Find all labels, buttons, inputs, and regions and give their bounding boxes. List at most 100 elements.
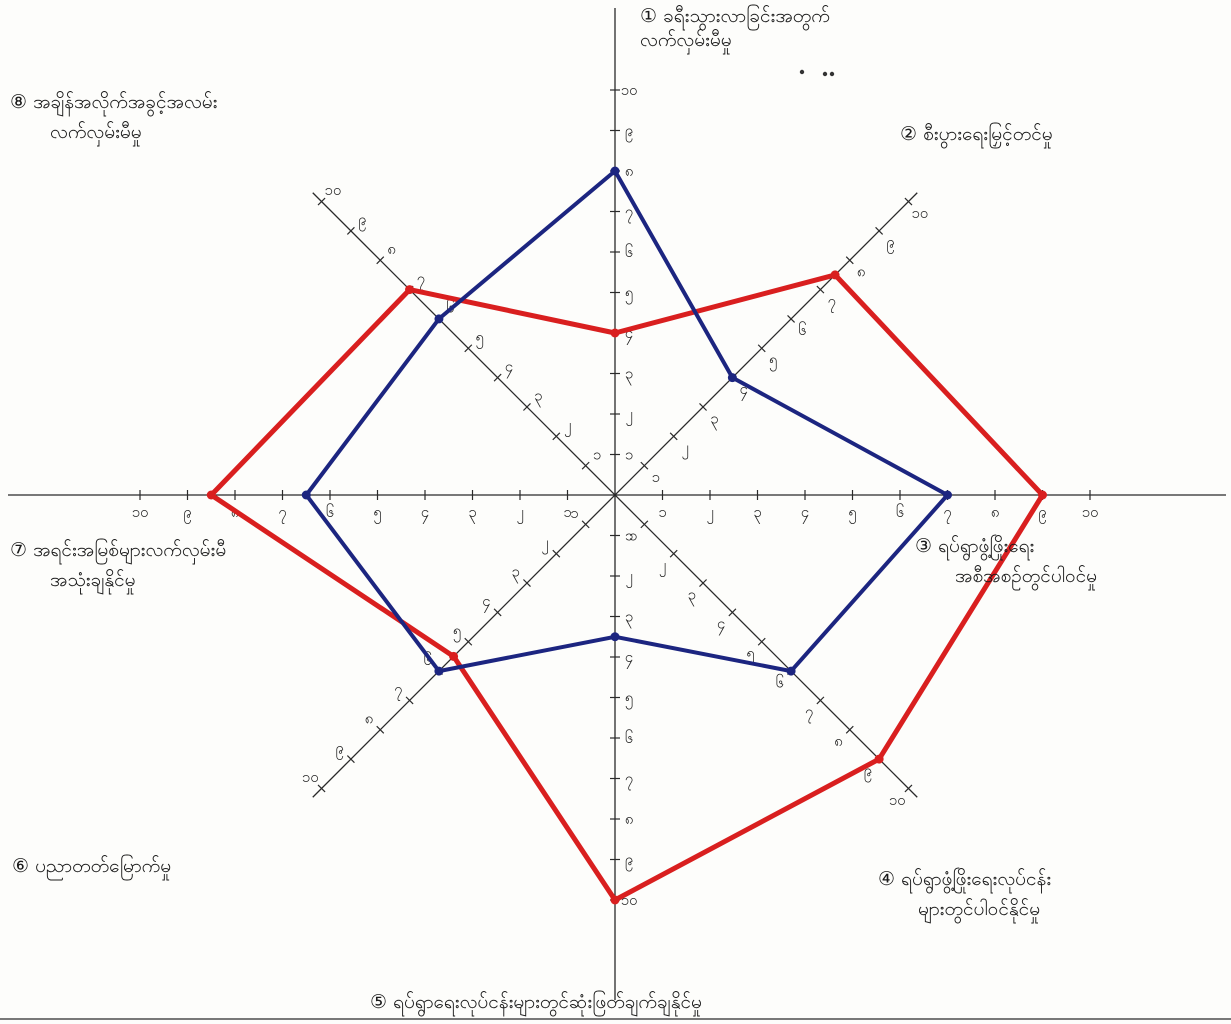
- tick-label: ၈: [857, 263, 866, 281]
- axis-label-line: များတွင်ပါဝင်နိုင်မှု: [918, 897, 1040, 924]
- axis-label-axis-bottom: ⑤ ရပ်ရွာရေးလုပ်ငန်းများတွင်ဆုံးဖြတ်ချက်ခ…: [370, 989, 702, 1017]
- tick-label: ၂: [625, 567, 632, 588]
- axis-line-diagonal: [312, 192, 918, 798]
- data-point: [830, 270, 840, 280]
- tick-mark: [699, 403, 707, 411]
- tick-label: ၂: [516, 503, 523, 524]
- tick-label: ၇: [417, 269, 425, 290]
- tick-label: ၁: [658, 503, 666, 521]
- axis-label-axis-top: ① ခရီးသွားလာခြင်းအတွက်လက်လှမ်းမီမှု: [640, 3, 830, 55]
- data-point: [434, 314, 444, 324]
- axis-label-line: အစီအစဉ်တွင်ပါဝင်မှု: [955, 564, 1097, 591]
- tick-label: ၅: [769, 351, 777, 372]
- tick-label: ၁၀: [1082, 503, 1099, 521]
- tick-label: ၁: [629, 527, 637, 545]
- tick-mark: [757, 344, 766, 353]
- tick-mark: [640, 520, 649, 529]
- data-point: [1038, 490, 1047, 500]
- tick-label: ၄: [739, 380, 747, 401]
- stray-dot: [829, 71, 835, 77]
- axis-label-axis-right: ③ ရပ်ရွာဖွံ့ဖြိုးရေးအစီအစဉ်တွင်ပါဝင်မှု: [915, 533, 1097, 591]
- series-layer: [206, 166, 1047, 905]
- data-point: [610, 328, 620, 338]
- tick-label: ၂: [681, 439, 688, 460]
- tick-mark: [845, 256, 854, 265]
- axis-label-line: ⑤ ရပ်ရွာရေးလုပ်ငန်းများတွင်ဆုံးဖြတ်ချက်ခ…: [370, 989, 702, 1017]
- tick-label: ၇: [828, 292, 836, 313]
- tick-label: ၁: [651, 468, 659, 486]
- tick-label: ၂: [564, 416, 571, 437]
- tick-mark: [493, 608, 502, 617]
- axis-label-line: လက်လှမ်းမီမှု: [640, 28, 732, 55]
- tick-label: ၂: [541, 533, 548, 554]
- tick-label: ၉: [886, 233, 894, 254]
- tick-label: ၁၀: [621, 81, 638, 99]
- tick-label: ၃: [753, 503, 761, 524]
- tick-label: ၄: [717, 615, 725, 636]
- axis-label-line: လက်လှမ်းမီမှု: [50, 120, 142, 147]
- data-point: [301, 490, 311, 500]
- tick-label: ၉: [625, 851, 633, 872]
- tick-mark: [816, 696, 825, 705]
- axis-label-axis-left: ⑦ အရင်းအမြစ်များလက်လှမ်းမီအသုံးချနိုင်မှ…: [10, 537, 226, 595]
- tick-label: ၃: [710, 409, 718, 430]
- tick-mark: [523, 579, 531, 587]
- data-point: [206, 490, 216, 500]
- tick-label: ၃: [511, 563, 519, 584]
- tick-label: ၄: [625, 324, 633, 345]
- tick-label: ၇: [805, 703, 813, 724]
- tick-label: ၈: [625, 162, 634, 180]
- tick-mark: [317, 784, 326, 793]
- tick-label: ၁: [563, 503, 571, 521]
- tick-mark: [581, 461, 590, 470]
- axis-label-line: ⑥ ပညာတတ်မြောက်မှု: [12, 853, 171, 881]
- tick-label: ၃: [534, 387, 542, 408]
- data-point: [610, 895, 620, 905]
- tick-mark: [464, 344, 473, 353]
- tick-mark: [376, 725, 385, 734]
- tick-label: ၆: [423, 651, 431, 669]
- tick-mark: [728, 608, 737, 617]
- tick-label: ၁: [625, 446, 633, 464]
- tick-label: ၁၀: [324, 181, 341, 199]
- axis-label-line: ① ခရီးသွားလာခြင်းအတွက်: [640, 3, 830, 31]
- tick-label: ၃: [468, 503, 476, 524]
- axis-label-line: အသုံးချနိုင်မှု: [50, 568, 136, 595]
- ticks-layer: ၁၂၃၄၅၆၇၈၉၁၀၁၂၃၄၅၆၇၈၉၁၀၁၂၃၄၅၆၇၈၉၁၀၁၂၃၄၅၆၇…: [132, 81, 1099, 909]
- tick-label: ၄: [421, 503, 429, 524]
- tick-label: ၄: [482, 592, 490, 613]
- tick-label: ၇: [278, 503, 286, 524]
- tick-label: ၅: [746, 644, 754, 665]
- axis-label-axis-bottom-left: ⑥ ပညာတတ်မြောက်မှု: [12, 853, 171, 881]
- tick-label: ၂: [625, 405, 632, 426]
- tick-label: ၉: [625, 122, 633, 143]
- axis-label-line: ② စီးပွားရေးမြှင့်တင်မှု: [900, 121, 1053, 149]
- axis-labels-layer: ⑧ အချိန်အလိုက်အခွင့်အလမ်းလက်လှမ်းမီမှု ② …: [10, 3, 1097, 1017]
- tick-label: ၂: [706, 503, 713, 524]
- tick-label: ၁၀: [889, 791, 906, 809]
- data-point: [943, 490, 952, 500]
- tick-label: ၈: [991, 503, 1000, 521]
- tick-label: ၇: [625, 203, 633, 224]
- data-point: [434, 666, 444, 676]
- tick-label: ၉: [335, 739, 343, 760]
- tick-label: ၁၀: [302, 768, 319, 786]
- data-point: [610, 166, 620, 176]
- tick-label: ၆: [625, 243, 633, 261]
- tick-label: ၉: [1038, 503, 1046, 524]
- tick-label: ၃: [625, 608, 633, 629]
- tick-mark: [904, 197, 913, 206]
- tick-label: ၆: [326, 503, 334, 521]
- axis-label-axis-bottom-right: ④ ရပ်ရွာဖွံ့ဖြိုးရေးလုပ်ငန်းများတွင်ပါဝင…: [878, 866, 1051, 924]
- tick-label: ၈: [834, 732, 843, 750]
- tick-mark: [669, 432, 678, 441]
- tick-mark: [464, 637, 473, 646]
- tick-mark: [787, 314, 796, 323]
- tick-label: ၄: [625, 648, 633, 669]
- tick-label: ၁: [570, 504, 578, 522]
- tick-label: ၉: [864, 761, 872, 782]
- data-point: [610, 632, 620, 642]
- tick-label: ၁: [625, 527, 633, 545]
